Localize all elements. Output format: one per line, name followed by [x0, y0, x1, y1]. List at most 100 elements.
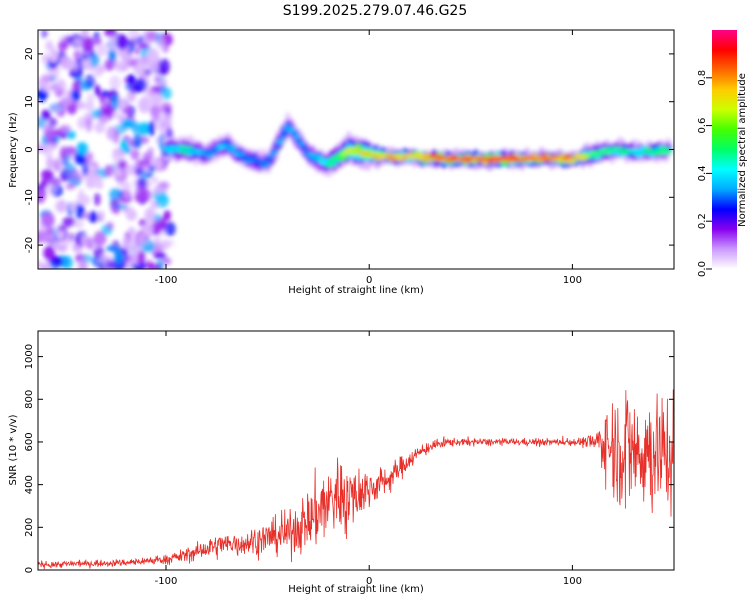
spectrogram-cell: [159, 86, 172, 100]
spectrogram-cell: [113, 252, 125, 264]
spectrogram-xtick-label: 100: [563, 275, 582, 286]
spectrogram-cell: [49, 83, 60, 92]
snr-ytick-label: 0: [24, 567, 35, 573]
spectrogram-cell: [403, 152, 411, 156]
snr-xtick-label: -100: [155, 576, 178, 587]
spectrogram-cell: [96, 43, 108, 57]
spectrogram-cell: [70, 89, 81, 102]
spectrogram-cell: [38, 116, 47, 129]
spectrogram-cell: [119, 139, 129, 154]
spectrogram-cell: [430, 153, 438, 157]
spectrogram-cell: [279, 135, 287, 139]
spectrogram-cell: [46, 156, 55, 170]
spectrogram-cell: [416, 152, 424, 156]
spectrogram-cell: [420, 155, 428, 159]
spectrogram-cell: [114, 203, 128, 210]
spectrogram-cell: [396, 158, 404, 162]
spectrogram-cell: [93, 246, 105, 259]
spectrogram-cell: [372, 156, 380, 160]
spectrogram-cell: [284, 125, 292, 129]
spectrogram-cell: [92, 173, 102, 182]
spectrogram-cell: [223, 144, 231, 148]
spectrogram-cell: [110, 94, 120, 110]
spectrogram-cell: [138, 97, 151, 114]
spectrogram-cell: [54, 200, 67, 213]
spectrogram-cell: [106, 126, 117, 141]
spectrogram-cell: [146, 30, 159, 43]
spectrogram-cell: [162, 239, 175, 247]
spectrogram-cell: [135, 167, 144, 177]
spectrogram-cell: [38, 231, 45, 244]
spectrogram-cell: [75, 203, 82, 220]
snr-xtick-label: 100: [563, 576, 582, 587]
spectrogram-cell: [328, 161, 336, 165]
spectrogram-cell: [159, 121, 172, 137]
spectrogram-ylabel: Frequency (Hz): [8, 112, 19, 188]
spectrogram-cell: [64, 35, 74, 43]
spectrogram-cell: [506, 158, 514, 162]
spectrogram-cell: [92, 37, 102, 45]
spectrogram-cell: [48, 117, 58, 128]
spectrogram-cell: [401, 155, 409, 159]
spectrogram-cell: [379, 156, 387, 160]
spectrogram-cell: [146, 48, 160, 63]
spectrogram-cell: [105, 259, 115, 269]
spectrogram-cell: [464, 159, 472, 163]
spectrogram-cell: [589, 154, 597, 158]
spectrogram-cell: [199, 149, 207, 153]
spectrogram-cell: [50, 47, 58, 64]
spectrogram-cell: [103, 164, 114, 178]
spectrogram-cell: [462, 156, 470, 160]
spectrogram-cell: [299, 142, 307, 146]
spectrogram-cell: [151, 176, 159, 184]
spectrogram-cell: [65, 183, 76, 190]
spectrogram-cell: [137, 42, 149, 50]
spectrogram-cell: [147, 262, 162, 269]
spectrogram-cell: [559, 159, 567, 163]
spectrogram-cell: [267, 156, 275, 160]
spectrogram-cell: [664, 149, 672, 153]
spectrogram-cell: [73, 50, 82, 61]
spectrogram-cell: [109, 75, 121, 91]
spectrogram-cell: [104, 59, 115, 71]
spectrogram-cell: [84, 101, 95, 112]
spectrogram-cell: [116, 34, 129, 51]
spectrogram-cell: [269, 152, 277, 156]
spectrogram-cell: [163, 210, 171, 221]
spectrogram-ytick-label: 10: [24, 95, 35, 108]
spectrogram-cell: [272, 148, 280, 152]
colorbar-tick-label: 0.6: [697, 118, 708, 134]
spectrogram-cell: [132, 132, 143, 149]
colorbar-ticks: 0.0 0.2 0.4 0.6 0.8: [697, 70, 712, 277]
spectrogram-cell: [82, 36, 94, 53]
spectrogram-cell: [87, 160, 98, 167]
colorbar-tick-label: 0.8: [697, 70, 708, 86]
spectrogram-cell: [108, 36, 120, 52]
spectrogram-cell: [240, 155, 248, 159]
colorbar-tick-label: 0.2: [697, 213, 708, 229]
colorbar-label: Normalized spectral amplitude: [737, 73, 748, 227]
spectrogram-cell: [101, 90, 109, 98]
spectrogram-cell: [135, 78, 148, 93]
spectrogram-xlabel: Height of straight line (km): [288, 285, 424, 296]
spectrogram-cell: [130, 149, 140, 161]
spectrogram-cell: [208, 152, 216, 156]
spectrogram-cell: [340, 152, 348, 157]
spectrogram-cell: [374, 151, 382, 155]
spectrogram-cell: [80, 234, 88, 247]
spectrogram-cell: [542, 156, 550, 160]
spectrogram-cell: [38, 194, 45, 204]
figure-title: S199.2025.279.07.46.G25: [283, 3, 468, 19]
snr-series-line: [38, 389, 674, 570]
spectrogram-cell: [66, 130, 76, 140]
spectrogram-cell: [42, 85, 50, 93]
spectrogram-cell: [77, 188, 85, 202]
spectrogram-cell: [642, 151, 650, 155]
spectrogram-cell: [51, 129, 63, 137]
spectrogram-cell: [618, 147, 626, 151]
spectrogram-cell: [142, 157, 151, 167]
colorbar: 0.0 0.2 0.4 0.6 0.8 Normalized spectral ampl…: [697, 30, 748, 277]
